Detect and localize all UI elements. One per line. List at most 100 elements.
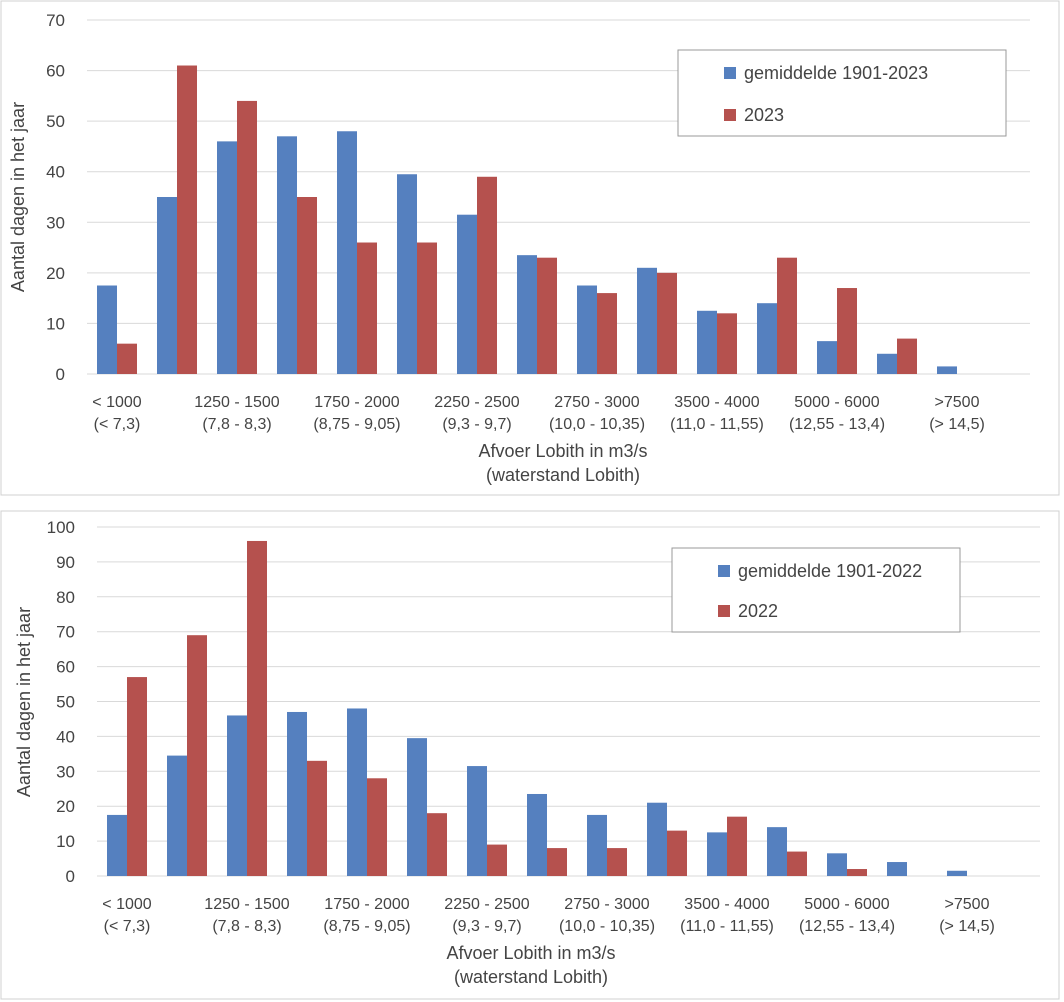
bar-average: [407, 738, 427, 876]
bar-average: [287, 711, 307, 876]
x-tick-label: 2250 - 2500: [444, 896, 530, 913]
bar-average: [107, 814, 127, 876]
x-tick-sublabel: (> 14,5): [929, 416, 985, 433]
bar-year: [897, 338, 917, 374]
x-tick-label: 5000 - 6000: [794, 394, 880, 411]
x-tick-sublabel: (9,3 - 9,7): [452, 918, 521, 935]
bar-average: [467, 766, 487, 876]
bar-average: [817, 341, 837, 374]
x-tick-sublabel: (< 7,3): [104, 918, 151, 935]
x-tick-sublabel: (11,0 - 11,55): [670, 416, 764, 433]
bar-year: [297, 197, 317, 374]
x-tick-label: 1750 - 2000: [314, 394, 400, 411]
bar-year: [847, 869, 867, 876]
x-tick-label: >7500: [945, 896, 990, 913]
bar-year: [427, 813, 447, 876]
bar-average: [397, 174, 417, 374]
y-tick-label: 70: [46, 11, 65, 30]
bar-year: [477, 176, 497, 374]
legend: gemiddelde 1901-2022 2022: [671, 547, 961, 633]
legend-label: gemiddelde 1901-2022: [738, 561, 922, 581]
legend-swatch: [718, 565, 730, 577]
x-tick-sublabel: (10,0 - 10,35): [549, 416, 645, 433]
bar-average: [757, 303, 777, 374]
y-tick-label: 20: [46, 264, 65, 283]
bar-year: [367, 778, 387, 876]
x-tick-sublabel: (> 14,5): [939, 918, 995, 935]
bar-average: [167, 755, 187, 876]
y-tick-label: 50: [46, 112, 65, 131]
bar-average: [227, 715, 247, 876]
y-tick-label: 40: [56, 727, 75, 746]
bar-average: [587, 814, 607, 876]
bar-year: [597, 293, 617, 374]
y-tick-label: 40: [46, 163, 65, 182]
y-tick-label: 100: [47, 518, 75, 537]
bar-average: [97, 285, 117, 374]
x-tick-sublabel: (10,0 - 10,35): [559, 918, 655, 935]
bar-year: [607, 848, 627, 876]
bar-average: [937, 366, 957, 374]
legend-swatch: [718, 605, 730, 617]
bar-average: [337, 131, 357, 374]
y-tick-label: 50: [56, 693, 75, 712]
legend: gemiddelde 1901-2023 2023: [677, 49, 1007, 137]
y-tick-label: 0: [56, 365, 65, 384]
y-axis-title: Aantal dagen in het jaar: [8, 102, 28, 292]
legend-label: 2022: [738, 601, 778, 621]
bar-year: [657, 272, 677, 374]
bar-average: [217, 141, 237, 374]
x-axis-subtitle: (waterstand Lobith): [454, 967, 608, 987]
bar-year: [307, 760, 327, 876]
y-tick-label: 10: [46, 314, 65, 333]
x-tick-sublabel: (< 7,3): [94, 416, 141, 433]
y-tick-label: 30: [56, 762, 75, 781]
y-tick-label: 90: [56, 553, 75, 572]
chart-2: 0 10 20 30 40 50 60 70 80 90 100 < 1000 (< 7,3) 1250 …: [0, 510, 1060, 1000]
y-tick-label: 60: [56, 658, 75, 677]
bar-year: [237, 100, 257, 375]
x-tick-label: 1250 - 1500: [204, 896, 290, 913]
bar-year: [777, 257, 797, 374]
bar-year: [417, 242, 437, 374]
bar-year: [127, 677, 147, 876]
x-tick-label: 2250 - 2500: [434, 394, 520, 411]
x-tick-sublabel: (7,8 - 8,3): [202, 416, 271, 433]
x-tick-sublabel: (11,0 - 11,55): [680, 918, 774, 935]
bar-year: [177, 65, 197, 374]
legend-label: 2023: [744, 105, 784, 125]
y-tick-label: 20: [56, 797, 75, 816]
x-tick-label: 1750 - 2000: [324, 896, 410, 913]
y-tick-label: 10: [56, 832, 75, 851]
bar-year: [667, 830, 687, 876]
bar-average: [457, 214, 477, 374]
bar-average: [877, 353, 897, 374]
bar-average: [577, 285, 597, 374]
x-tick-label: < 1000: [92, 394, 141, 411]
x-tick-label: < 1000: [102, 896, 151, 913]
bar-average: [347, 708, 367, 876]
bar-average: [157, 197, 177, 374]
x-tick-label: 5000 - 6000: [804, 896, 890, 913]
legend-label: gemiddelde 1901-2023: [744, 63, 928, 83]
bar-average: [707, 832, 727, 876]
bar-average: [827, 853, 847, 876]
legend-box: [677, 49, 1007, 137]
bar-average: [647, 802, 667, 876]
bar-year: [837, 288, 857, 374]
x-tick-label: 3500 - 4000: [674, 394, 760, 411]
x-tick-sublabel: (8,75 - 9,05): [323, 918, 410, 935]
legend-swatch: [724, 67, 736, 79]
bar-average: [527, 793, 547, 876]
x-tick-label: 3500 - 4000: [684, 896, 770, 913]
x-tick-label: 1250 - 1500: [194, 394, 280, 411]
bar-year: [537, 257, 557, 374]
bar-year: [727, 816, 747, 876]
bar-average: [947, 870, 967, 876]
bar-year: [787, 851, 807, 876]
bar-average: [697, 310, 717, 374]
bar-average: [767, 827, 787, 876]
y-tick-label: 80: [56, 588, 75, 607]
